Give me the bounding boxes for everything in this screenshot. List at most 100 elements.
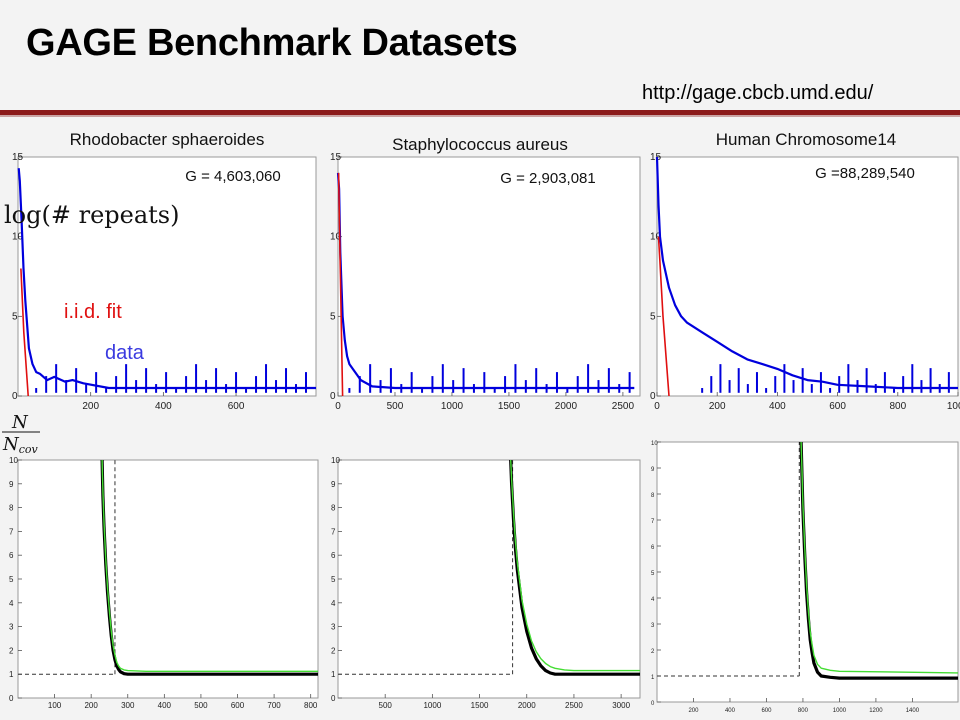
green-curve-series [101,459,318,672]
axes-frame [17,156,317,397]
x-tick-label: 700 [267,701,281,710]
data-label: data [105,342,145,364]
x-tick-label: 300 [121,701,135,710]
y-tick-label: 15 [330,152,342,163]
y-tick-label: 6 [331,551,336,560]
x-tick-label: 500 [379,701,393,710]
x-tick-label: 500 [194,701,208,710]
x-tick-label: 400 [155,401,172,412]
y-tick-label: 15 [650,152,662,163]
y-tick-label: 5 [651,571,655,577]
y-tick-label: 5 [650,311,656,322]
slide-url[interactable]: http://gage.cbcb.umd.edu/ [642,82,874,104]
y-tick-label: 4 [651,597,655,603]
chart-panel-1: Rhodobacter sphaeroides G = 4,603,060 0 5 10… [12,130,317,412]
y-tick-label: 5 [330,311,336,322]
y-tick-label: 15 [12,152,24,163]
y-tick-label: 10 [651,441,658,447]
x-tick-label: 2500 [612,401,635,412]
x-tick-label: 800 [889,401,906,412]
x-tick-label: 1000 [423,701,441,710]
y-tick-label: 1 [331,670,336,679]
y-tick-label: 5 [9,575,14,584]
y-tick-label: 3 [9,623,14,632]
x-tick-label: 800 [304,701,318,710]
x-tick-label: 2000 [518,701,536,710]
chart-title: Staphylococcus aureus [392,135,568,154]
x-tick-label: 1200 [869,708,883,714]
x-tick-label: 600 [228,401,245,412]
iid-fit-series [657,236,670,397]
axes-frame [17,459,319,699]
y-tick-label: 0 [331,694,336,703]
y-tick-label: 10 [331,456,340,465]
y-tick-label: 4 [331,599,336,608]
y-tick-label: 10 [12,232,24,243]
chart-title: Rhodobacter sphaeroides [70,130,265,149]
fit-label: i.i.d. fit [64,301,122,323]
y-tick-label: 0 [650,391,656,402]
chart-panel-5: 0 1 2 3 4 5 6 7 8 9 10 500 1000 1500 2000 2500 3000 [331,456,641,710]
title-rule-shadow [0,115,960,117]
y-tick-label: 6 [651,545,655,551]
x-tick-label: 800 [798,708,809,714]
y-tick-label: 9 [651,467,655,473]
iid-fit-series [337,172,344,397]
x-tick-label: 200 [709,401,726,412]
green-curve-series [800,441,959,674]
y-tick-label: 10 [9,456,18,465]
data-series [655,156,958,390]
y-tick-label: 7 [9,527,14,536]
y-tick-label: 8 [9,504,14,513]
y-tick-label: 0 [9,694,14,703]
axes-frame [656,156,959,397]
y-tick-label: 10 [650,232,662,243]
chart-panel-6: 0 1 2 3 4 5 6 7 8 9 10 200 400 600 800 1000 1200 1400 [651,441,959,714]
x-tick-label: 200 [688,708,699,714]
y-tick-label: 5 [12,311,18,322]
y-tick-label: 4 [9,599,14,608]
axes-frame [337,459,641,699]
slide-title: GAGE Benchmark Datasets [26,22,518,64]
bottom-ylabel-den: Ncov [2,434,39,456]
x-tick-label: 200 [84,701,98,710]
green-curve-series [510,459,640,672]
x-tick-label: 1500 [471,701,489,710]
bottom-ylabel-num: N [11,412,29,433]
x-tick-label: 1000 [833,708,847,714]
y-tick-label: 2 [9,646,14,655]
x-tick-label: 600 [829,401,846,412]
x-tick-label: 2500 [565,701,583,710]
chart-title: Human Chromosome14 [716,130,896,149]
genome-size-label: G =88,289,540 [815,165,915,182]
x-tick-label: 200 [82,401,99,412]
y-tick-label: 2 [651,649,655,655]
y-tick-label: 6 [9,551,14,560]
chart-panel-3: Human Chromosome14 G =88,289,540 0 5 10 15 0 20… [650,130,960,412]
x-tick-label: 1400 [906,708,920,714]
axes-frame [337,156,641,397]
genome-size-label: G = 2,903,081 [500,170,596,187]
chart-panel-2: Staphylococcus aureus G = 2,903,081 0 5 10 15… [330,135,641,412]
y-tick-label: 0 [12,391,18,402]
y-tick-label: 3 [331,623,336,632]
y-tick-label: 5 [331,575,336,584]
top-ylabel: log(# repeats) [4,201,179,229]
x-tick-label: 3000 [612,701,630,710]
y-tick-label: 7 [651,519,655,525]
chart-panel-4: 0 1 2 3 4 5 6 7 8 9 10 100 200 300 400 500 600 700 800 [9,456,319,710]
x-tick-label: 1000 [441,401,464,412]
x-tick-label: 600 [231,701,245,710]
data-series [17,168,316,390]
y-tick-label: 1 [9,670,14,679]
y-tick-label: 9 [9,480,14,489]
y-tick-label: 9 [331,480,336,489]
x-tick-label: 100 [48,701,62,710]
bottom-ylabel: N Ncov [2,412,40,456]
x-tick-label: 400 [158,701,172,710]
y-tick-label: 3 [651,623,655,629]
x-tick-label: 600 [761,708,772,714]
x-tick-label: 400 [725,708,736,714]
x-tick-label: 0 [335,401,341,412]
